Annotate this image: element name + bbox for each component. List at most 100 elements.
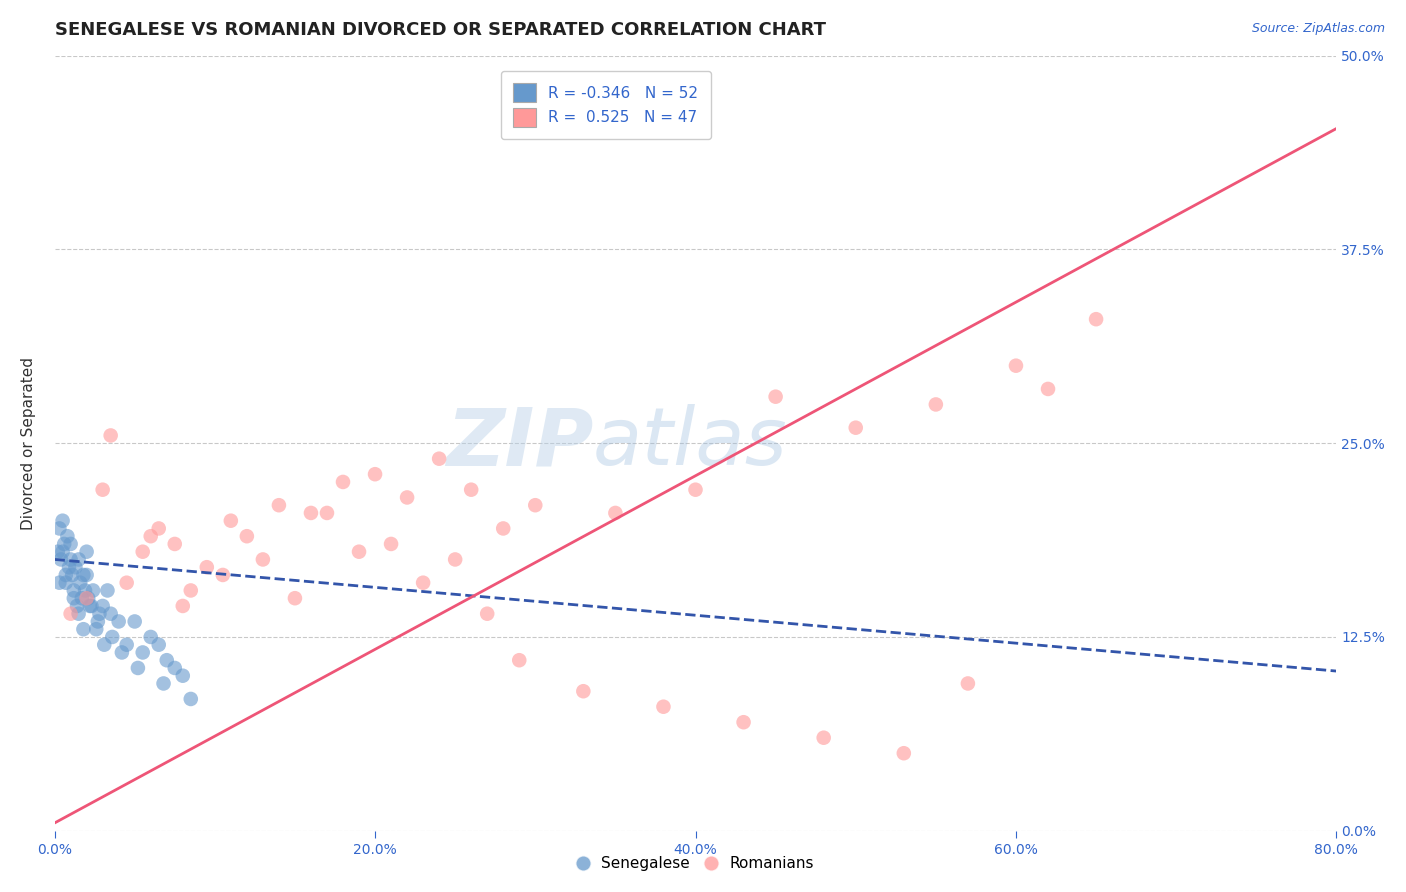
Point [252, 552, 274, 566]
Point [925, 397, 948, 411]
Text: ZIP: ZIP [446, 404, 593, 483]
Point [55, 568, 77, 582]
Point [427, 451, 450, 466]
Text: SENEGALESE VS ROMANIAN DIVORCED OR SEPARATED CORRELATION CHART: SENEGALESE VS ROMANIAN DIVORCED OR SEPAR… [55, 21, 825, 39]
Point [195, 560, 218, 574]
Point [79, 599, 101, 613]
Point [111, 645, 134, 659]
Point [127, 661, 149, 675]
Point [49, 552, 72, 566]
Point [364, 467, 387, 482]
Point [163, 661, 186, 675]
Point [96, 583, 118, 598]
Point [1036, 382, 1059, 396]
Point [59, 537, 82, 551]
Point [163, 537, 186, 551]
Point [845, 420, 868, 434]
Point [80, 599, 103, 613]
Point [67, 607, 90, 621]
Point [115, 575, 138, 590]
Point [139, 630, 162, 644]
Point [60, 568, 83, 582]
Point [733, 715, 755, 730]
Point [412, 575, 434, 590]
Point [236, 529, 259, 543]
Point [460, 483, 482, 497]
Point [172, 599, 194, 613]
Point [69, 575, 91, 590]
Point [100, 428, 122, 442]
Point [347, 545, 370, 559]
Point [477, 607, 499, 621]
Point [101, 630, 124, 644]
Point [65, 560, 87, 574]
Point [152, 676, 174, 690]
Point [508, 653, 530, 667]
Point [107, 615, 129, 629]
Point [893, 746, 915, 760]
Point [180, 692, 202, 706]
Point [59, 552, 82, 566]
Point [139, 529, 162, 543]
Point [380, 537, 402, 551]
Point [316, 506, 339, 520]
Point [180, 583, 202, 598]
Legend: Senegalese, Romanians: Senegalese, Romanians [571, 850, 820, 878]
Point [76, 591, 98, 606]
Point [62, 591, 84, 606]
Point [211, 568, 233, 582]
Point [124, 615, 146, 629]
Point [148, 521, 170, 535]
Point [82, 583, 104, 598]
Point [132, 545, 155, 559]
Point [91, 483, 114, 497]
Point [76, 545, 98, 559]
Point [56, 529, 79, 543]
Point [52, 514, 75, 528]
Point [172, 669, 194, 683]
Point [524, 498, 547, 512]
Point [396, 491, 419, 505]
Point [67, 552, 90, 566]
Point [685, 483, 707, 497]
Point [219, 514, 242, 528]
Point [765, 390, 787, 404]
Point [284, 591, 307, 606]
Point [91, 599, 114, 613]
Point [605, 506, 627, 520]
Point [59, 607, 82, 621]
Point [87, 615, 110, 629]
Point [1005, 359, 1028, 373]
Text: atlas: atlas [593, 404, 787, 483]
Point [267, 498, 290, 512]
Point [77, 591, 100, 606]
Point [70, 591, 93, 606]
Point [813, 731, 835, 745]
Point [132, 645, 155, 659]
Point [46, 545, 69, 559]
Point [72, 622, 94, 636]
Point [58, 560, 80, 574]
Point [48, 521, 70, 535]
Point [76, 568, 98, 582]
Point [148, 638, 170, 652]
Point [73, 583, 96, 598]
Y-axis label: Divorced or Separated: Divorced or Separated [21, 357, 35, 530]
Point [444, 552, 467, 566]
Text: Source: ZipAtlas.com: Source: ZipAtlas.com [1251, 22, 1385, 36]
Point [652, 699, 675, 714]
Point [89, 607, 111, 621]
Point [48, 575, 70, 590]
Point [84, 622, 107, 636]
Point [52, 545, 75, 559]
Point [93, 638, 115, 652]
Point [156, 653, 179, 667]
Point [72, 568, 94, 582]
Point [55, 575, 77, 590]
Point [115, 638, 138, 652]
Point [53, 537, 76, 551]
Point [100, 607, 122, 621]
Point [956, 676, 979, 690]
Point [299, 506, 322, 520]
Point [62, 583, 84, 598]
